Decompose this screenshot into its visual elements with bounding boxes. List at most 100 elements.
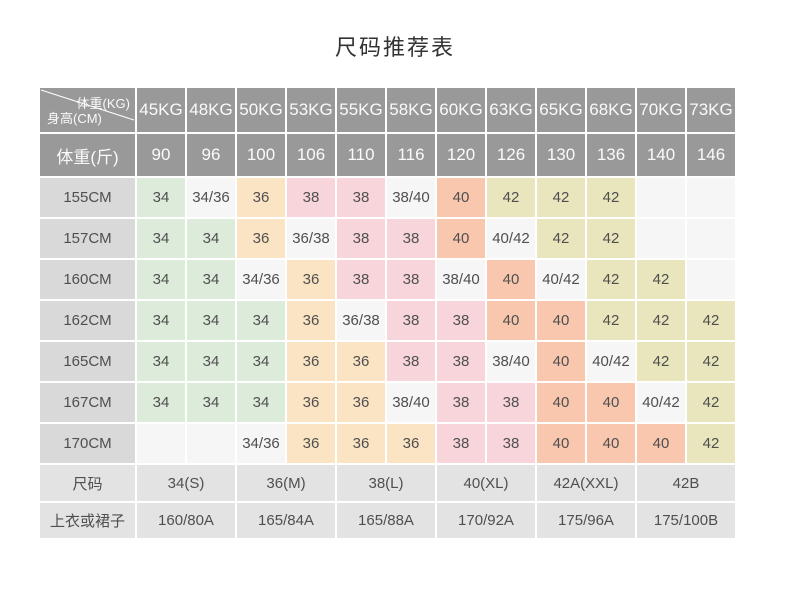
height-row-label: 170CM xyxy=(40,424,135,463)
size-cell: 34 xyxy=(237,342,285,381)
size-cell: 42 xyxy=(637,342,685,381)
height-row: 162CM 34 34 34 36 36/38 38 38 40 40 42 42 42 xyxy=(40,301,735,340)
size-cell: 36 xyxy=(237,178,285,217)
weight-kg-header: 58KG xyxy=(387,88,435,132)
size-cell: 40 xyxy=(537,342,585,381)
size-cell: 34 xyxy=(237,383,285,422)
diagonal-line xyxy=(40,89,135,121)
size-cell: 42 xyxy=(587,219,635,258)
size-cell: 38/40 xyxy=(437,260,485,299)
size-cell: 38 xyxy=(437,301,485,340)
size-group-cell: 34(S) xyxy=(137,465,235,501)
corner-weight-label: 体重(KG) xyxy=(76,96,130,111)
size-group-cell: 40(XL) xyxy=(437,465,535,501)
size-cell: 40/42 xyxy=(637,383,685,422)
size-cell: 38 xyxy=(387,219,435,258)
size-cell: 38 xyxy=(437,383,485,422)
weight-kg-header: 50KG xyxy=(237,88,285,132)
size-cell: 34 xyxy=(137,342,185,381)
height-row-label: 157CM xyxy=(40,219,135,258)
size-cell: 36 xyxy=(387,424,435,463)
spec-cell: 160/80A xyxy=(137,503,235,538)
size-row-label: 尺码 xyxy=(40,465,135,501)
size-cell: 36 xyxy=(287,342,335,381)
weight-kg-header: 65KG xyxy=(537,88,585,132)
size-cell: 36 xyxy=(287,383,335,422)
height-row: 165CM 34 34 34 36 36 38 38 38/40 40 40/42 42 42 xyxy=(40,342,735,381)
height-row-label: 167CM xyxy=(40,383,135,422)
size-cell: 36/38 xyxy=(287,219,335,258)
size-cell: 38 xyxy=(387,301,435,340)
page-title: 尺码推荐表 xyxy=(334,35,455,60)
weight-jin-value: 126 xyxy=(487,134,535,176)
size-cell: 36/38 xyxy=(337,301,385,340)
size-group-cell: 42B xyxy=(637,465,735,501)
size-cell: 38 xyxy=(337,178,385,217)
weight-jin-value: 106 xyxy=(287,134,335,176)
spec-cell: 165/88A xyxy=(337,503,435,538)
size-cell: 40/42 xyxy=(487,219,535,258)
size-cell: 38 xyxy=(487,383,535,422)
size-cell: 42 xyxy=(687,424,735,463)
size-cell: 34 xyxy=(137,260,185,299)
size-cell: 34/36 xyxy=(237,260,285,299)
size-cell: 38/40 xyxy=(387,383,435,422)
height-row: 155CM 34 34/36 36 38 38 38/40 40 42 42 42 xyxy=(40,178,735,217)
size-cell: 34 xyxy=(137,219,185,258)
weight-jin-value: 136 xyxy=(587,134,635,176)
height-row: 157CM 34 34 36 36/38 38 38 40 40/42 42 42 xyxy=(40,219,735,258)
size-cell: 40/42 xyxy=(537,260,585,299)
size-cell: 40 xyxy=(437,178,485,217)
size-cell: 36 xyxy=(287,301,335,340)
size-cell: 38 xyxy=(387,260,435,299)
spec-cell: 170/92A xyxy=(437,503,535,538)
size-cell xyxy=(687,178,735,217)
height-row-label: 155CM xyxy=(40,178,135,217)
weight-jin-value: 120 xyxy=(437,134,485,176)
spec-row: 上衣或裙子 160/80A 165/84A 165/88A 170/92A 175/96… xyxy=(40,503,735,538)
height-row-label: 162CM xyxy=(40,301,135,340)
size-cell: 42 xyxy=(637,260,685,299)
height-row: 170CM 34/36 36 36 36 38 38 40 40 40 42 xyxy=(40,424,735,463)
size-cell: 42 xyxy=(587,301,635,340)
spec-cell: 165/84A xyxy=(237,503,335,538)
size-cell: 38 xyxy=(287,178,335,217)
size-row: 尺码 34(S) 36(M) 38(L) 40(XL) 42A(XXL) 42B xyxy=(40,465,735,501)
weight-kg-header: 73KG xyxy=(687,88,735,132)
size-cell: 42 xyxy=(537,178,585,217)
size-cell: 34/36 xyxy=(187,178,235,217)
size-cell: 34 xyxy=(187,383,235,422)
size-cell: 42 xyxy=(687,383,735,422)
size-group-cell: 42A(XXL) xyxy=(537,465,635,501)
size-cell: 40 xyxy=(587,424,635,463)
weight-jin-value: 90 xyxy=(137,134,185,176)
size-cell xyxy=(137,424,185,463)
size-cell: 40 xyxy=(487,301,535,340)
weight-jin-row: 体重(斤) 90 96 100 106 110 116 120 126 130 136 140 146 xyxy=(40,134,735,176)
weight-jin-value: 130 xyxy=(537,134,585,176)
size-cell: 34 xyxy=(187,260,235,299)
size-cell: 34 xyxy=(237,301,285,340)
size-cell: 42 xyxy=(587,178,635,217)
size-cell xyxy=(687,219,735,258)
size-cell: 40 xyxy=(537,301,585,340)
size-cell xyxy=(637,219,685,258)
size-cell: 34 xyxy=(187,342,235,381)
size-cell: 40 xyxy=(437,219,485,258)
size-cell xyxy=(637,178,685,217)
weight-kg-row: 体重(KG) 身高(CM) 45KG 48KG 50KG 53KG 55KG 58KG 60… xyxy=(40,88,735,132)
size-cell: 36 xyxy=(237,219,285,258)
size-chart-page: 尺码推荐表 体重(KG) 身高(CM) 45KG 48KG 50KG 53KG 55KG… xyxy=(0,30,790,540)
weight-kg-header: 60KG xyxy=(437,88,485,132)
size-cell: 36 xyxy=(337,383,385,422)
weight-jin-value: 146 xyxy=(687,134,735,176)
size-chart-table: 体重(KG) 身高(CM) 45KG 48KG 50KG 53KG 55KG 58KG 60… xyxy=(38,86,737,540)
weight-jin-value: 116 xyxy=(387,134,435,176)
size-cell: 38 xyxy=(437,342,485,381)
size-cell: 42 xyxy=(587,260,635,299)
corner-header-cell: 体重(KG) 身高(CM) xyxy=(40,88,135,132)
height-row: 160CM 34 34 34/36 36 38 38 38/40 40 40/42 42 42 xyxy=(40,260,735,299)
size-cell: 34 xyxy=(137,383,185,422)
size-cell: 36 xyxy=(337,424,385,463)
size-cell: 38 xyxy=(337,260,385,299)
